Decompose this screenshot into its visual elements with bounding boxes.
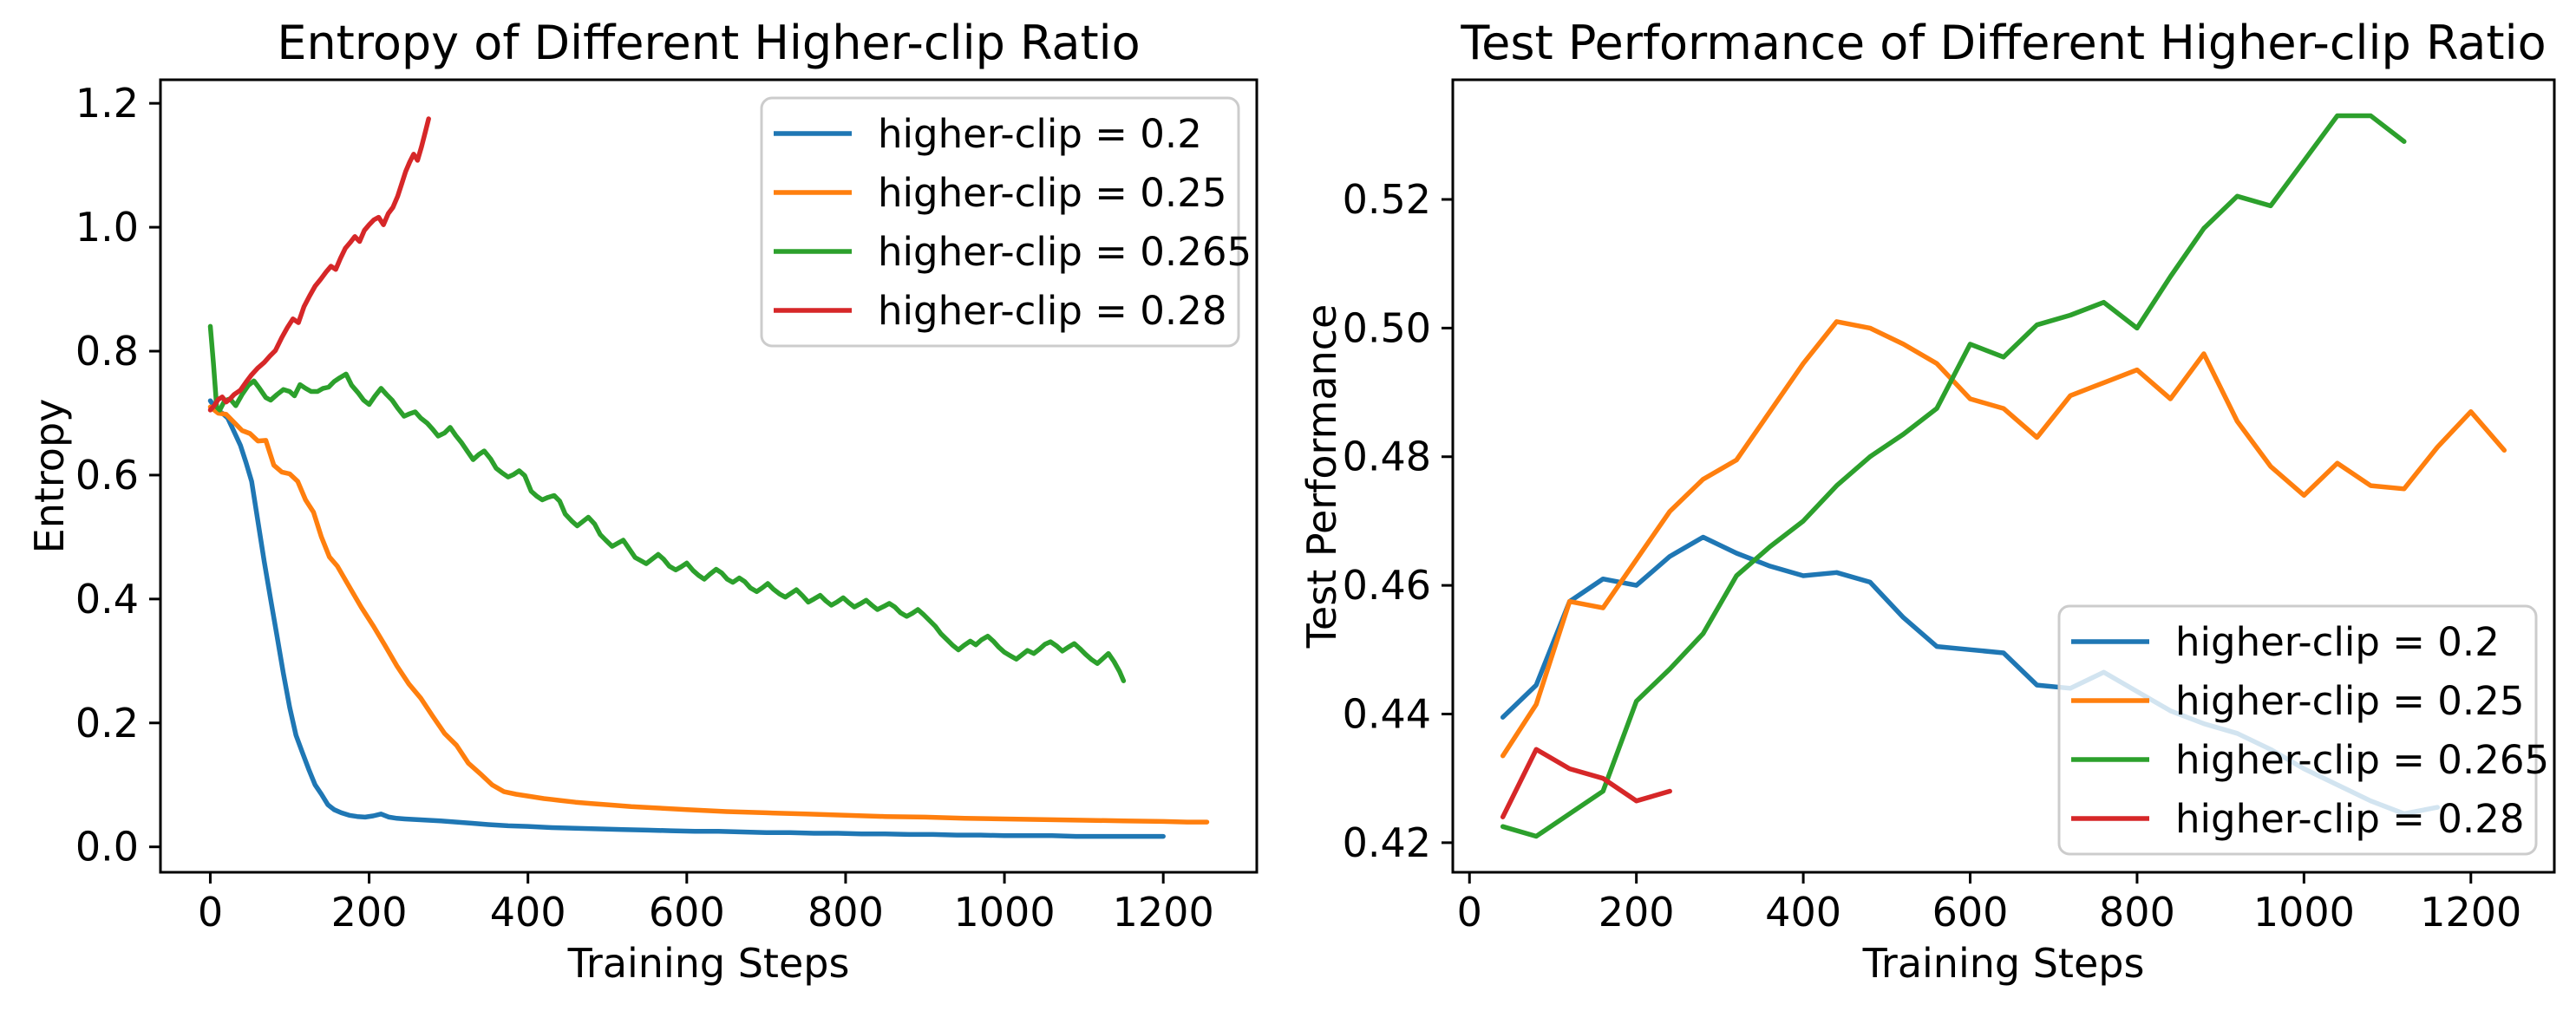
y-tick-label: 1.2 xyxy=(75,80,139,127)
x-tick-label: 400 xyxy=(1765,889,1841,936)
y-tick-label: 0.50 xyxy=(1343,304,1431,351)
y-tick-label: 0.2 xyxy=(75,700,139,747)
x-tick-label: 400 xyxy=(490,889,566,936)
legend-label-higher-clip-0.2: higher-clip = 0.2 xyxy=(2175,619,2500,665)
legend-label-higher-clip-0.265: higher-clip = 0.265 xyxy=(878,229,1252,275)
x-tick-label: 600 xyxy=(1932,889,2009,936)
series-line-higher-clip-0.25 xyxy=(1500,319,2507,759)
y-tick-label: 1.0 xyxy=(75,204,139,251)
plot-lines xyxy=(207,116,1210,839)
y-tick-label: 0.48 xyxy=(1343,434,1431,480)
legend-label-higher-clip-0.28: higher-clip = 0.28 xyxy=(2175,796,2524,842)
series-line-higher-clip-0.2 xyxy=(207,398,1166,839)
entropy-of-different-higher-clip-ratio-chart: Entropy of Different Higher-clip Ratio Tr… xyxy=(26,16,1259,987)
y-axis-label: Test Performance xyxy=(1298,304,1345,649)
legend-label-higher-clip-0.28: higher-clip = 0.28 xyxy=(878,288,1226,334)
legend-box xyxy=(760,96,1240,348)
y-axis-ticks: 0.42 0.44 0.46 0.48 0.50 0.52 xyxy=(1343,176,1453,866)
axes-frame xyxy=(159,78,1259,874)
y-tick-label: 0.4 xyxy=(75,576,139,623)
x-tick-label: 0 xyxy=(198,889,223,936)
test-performance-of-different-higher-clip-ratio-chart: Test Performance of Different Higher-cli… xyxy=(1298,16,2556,987)
series-line-higher-clip-0.265 xyxy=(207,323,1127,683)
legend-label-higher-clip-0.25: higher-clip = 0.25 xyxy=(878,170,1226,216)
x-tick-label: 1000 xyxy=(2253,889,2355,936)
y-tick-label: 0.52 xyxy=(1343,176,1431,223)
legend: higher-clip = 0.2 higher-clip = 0.25 highe… xyxy=(760,96,1252,348)
x-axis-label: Training Steps xyxy=(567,940,850,987)
y-tick-label: 0.44 xyxy=(1343,690,1431,737)
legend-label-higher-clip-0.2: higher-clip = 0.2 xyxy=(878,111,1202,157)
x-tick-label: 200 xyxy=(331,889,408,936)
y-tick-label: 0.0 xyxy=(75,824,139,871)
x-tick-label: 800 xyxy=(807,889,884,936)
x-tick-label: 200 xyxy=(1599,889,1675,936)
chart-title: Test Performance of Different Higher-cli… xyxy=(1460,16,2546,70)
y-tick-label: 0.42 xyxy=(1343,819,1431,866)
legend-label-higher-clip-0.25: higher-clip = 0.25 xyxy=(2175,678,2524,724)
legend-label-higher-clip-0.265: higher-clip = 0.265 xyxy=(2175,737,2549,783)
series-line-higher-clip-0.25 xyxy=(207,404,1210,825)
chart-title: Entropy of Different Higher-clip Ratio xyxy=(277,16,1140,70)
x-tick-label: 600 xyxy=(649,889,725,936)
legend: higher-clip = 0.2 higher-clip = 0.25 highe… xyxy=(2057,604,2549,856)
y-tick-label: 0.46 xyxy=(1343,562,1431,609)
legend-box xyxy=(2057,604,2538,856)
series-line-higher-clip-0.28 xyxy=(1500,747,1672,819)
y-tick-label: 0.6 xyxy=(75,452,139,499)
x-tick-label: 1000 xyxy=(954,889,1056,936)
x-tick-label: 1200 xyxy=(1113,889,1214,936)
y-axis-ticks: 0.0 0.2 0.4 0.6 0.8 1.0 1.2 xyxy=(75,80,160,871)
x-axis-ticks: 0 200 400 600 800 1000 1200 xyxy=(1457,872,2521,936)
y-axis-label: Entropy xyxy=(26,399,73,554)
axes-frame xyxy=(1451,78,2556,874)
series-line-higher-clip-0.28 xyxy=(207,116,431,413)
series-line-higher-clip-0.265 xyxy=(1500,113,2407,839)
x-tick-label: 0 xyxy=(1457,889,1482,936)
y-tick-label: 0.8 xyxy=(75,328,139,375)
x-axis-ticks: 0 200 400 600 800 1000 1200 xyxy=(198,872,1214,936)
x-axis-label: Training Steps xyxy=(1862,940,2145,987)
x-tick-label: 800 xyxy=(2099,889,2175,936)
x-tick-label: 1200 xyxy=(2420,889,2521,936)
